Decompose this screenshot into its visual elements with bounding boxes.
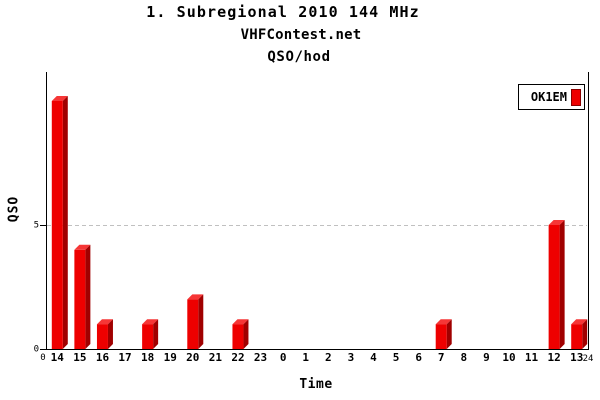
x-tick-label: 11 xyxy=(524,351,539,364)
bar-front-face xyxy=(96,324,108,349)
x-tick-label: 13 xyxy=(570,351,584,364)
x-axis-start-label: 0 xyxy=(40,353,46,363)
x-tick-label: 7 xyxy=(437,351,445,364)
bar-top-face xyxy=(96,319,113,325)
bar-side-face xyxy=(107,319,113,349)
bar-front-face xyxy=(74,249,86,349)
x-tick-label: 10 xyxy=(502,351,516,364)
bar-side-face xyxy=(559,220,565,349)
x-tick-label: 2 xyxy=(324,351,332,364)
x-tick-label: 0 xyxy=(279,351,287,364)
x-tick-label: 4 xyxy=(370,351,377,364)
x-tick-label: 1 xyxy=(302,351,310,364)
y-tick-label: 0 xyxy=(33,344,39,354)
bar-front-face xyxy=(51,101,63,349)
x-tick-label: 18 xyxy=(141,351,155,364)
bar-top-face xyxy=(142,319,159,325)
bar-side-face xyxy=(198,294,204,349)
bar-front-face xyxy=(571,324,583,349)
x-tick-label: 22 xyxy=(231,351,245,364)
bar-top-face xyxy=(548,220,565,225)
x-tick-label: 21 xyxy=(208,351,222,364)
bar-side-face xyxy=(85,244,91,349)
x-tick-label: 17 xyxy=(118,351,132,364)
bar-top-face xyxy=(51,96,68,101)
bar-top-face xyxy=(232,319,249,325)
bar-top-face xyxy=(187,294,204,300)
x-axis-title: Time xyxy=(299,377,333,392)
legend-bar-marker-icon xyxy=(571,88,581,106)
x-tick-label: 23 xyxy=(253,351,268,364)
legend-box: OK1EM xyxy=(518,84,585,110)
x-tick-label: 3 xyxy=(347,351,355,364)
x-tick-label: 5 xyxy=(392,351,400,364)
bar-side-face xyxy=(243,319,249,349)
y-axis-title: QSO xyxy=(6,195,22,223)
x-tick-label: 12 xyxy=(547,351,561,364)
x-tick-label: 9 xyxy=(483,351,490,364)
x-tick-label: 19 xyxy=(163,351,177,364)
legend-series-label: OK1EM xyxy=(530,90,567,104)
x-tick-label: 6 xyxy=(415,351,422,364)
bar-side-face xyxy=(153,319,159,349)
bar-side-face xyxy=(62,96,68,349)
x-tick-label: 15 xyxy=(73,351,87,364)
chart-panel-label: QSO/hod xyxy=(267,49,331,65)
x-tick-label: 16 xyxy=(95,351,110,364)
y-tick-label: 5 xyxy=(33,220,39,230)
bar-front-face xyxy=(548,225,560,349)
bar-top-face xyxy=(571,319,588,325)
bar-side-face xyxy=(446,319,452,349)
bar-top-face xyxy=(435,319,452,325)
x-tick-label: 8 xyxy=(460,351,468,364)
bar-front-face xyxy=(232,324,244,349)
x-tick-label: 20 xyxy=(186,351,200,364)
x-axis-end-label: 24 xyxy=(582,354,594,364)
bar-side-face xyxy=(582,319,588,349)
bar-front-face xyxy=(142,324,154,349)
bar-top-face xyxy=(74,244,91,250)
bar-front-face xyxy=(435,324,447,349)
chart-subtitle: VHFContest.net xyxy=(240,27,362,43)
x-tick-label: 14 xyxy=(50,351,64,364)
bar-front-face xyxy=(187,299,199,349)
chart-title: 1. Subregional 2010 144 MHz xyxy=(146,3,420,21)
